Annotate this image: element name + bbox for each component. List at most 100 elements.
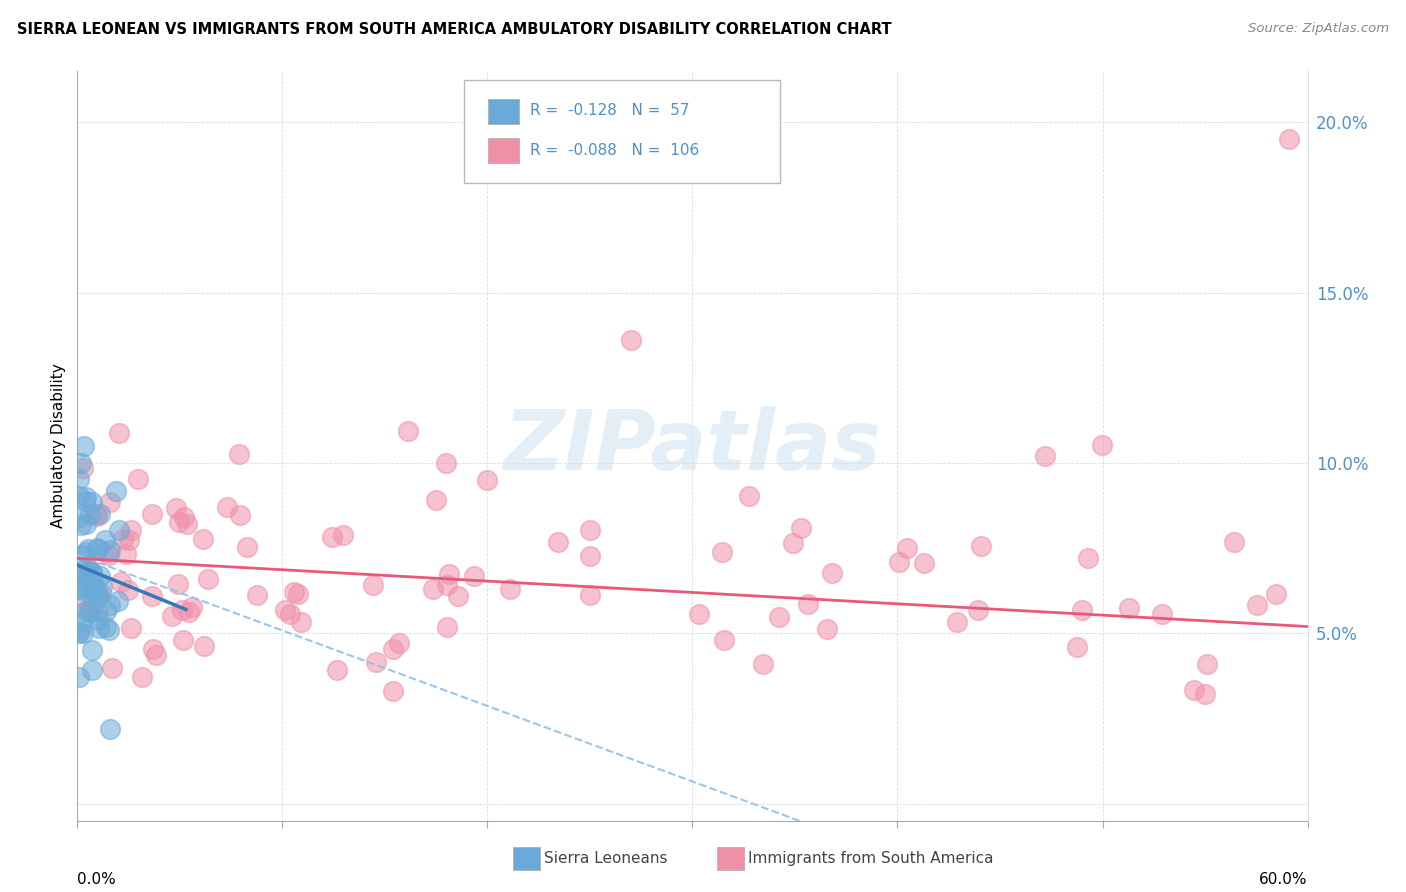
Point [108,523,131,537]
Point [768,610,790,624]
Point [1278,132,1301,146]
Text: Sierra Leoneans: Sierra Leoneans [544,851,668,865]
Point [67,489,90,503]
Text: 60.0%: 60.0% [1260,871,1308,887]
Point [142,642,165,657]
Point [579,588,602,602]
Point [82,580,104,594]
Point [176,516,198,531]
Text: 0.0%: 0.0% [77,871,117,887]
Point [180,600,202,615]
Point [79,604,101,618]
Point [1194,686,1216,700]
Point [290,615,312,629]
Point [173,633,195,648]
Point [89,507,111,521]
Point [87,613,110,627]
Point [89,621,111,635]
Y-axis label: Ambulatory Disability: Ambulatory Disability [51,364,66,528]
Point [94,620,117,634]
Point [80,495,103,509]
Point [118,533,141,547]
Point [437,567,460,582]
Point [274,603,297,617]
Point [713,632,735,647]
Point [170,603,193,617]
Point [821,566,844,581]
Point [246,588,269,602]
Point [321,530,343,544]
Point [228,447,250,461]
Point [120,621,142,635]
Point [499,582,522,597]
Point [84,508,107,522]
Point [76,559,98,574]
Point [579,523,602,537]
Point [114,547,136,561]
Point [912,557,935,571]
Point [236,541,259,555]
Point [98,624,121,638]
Point [82,574,104,588]
Point [72,439,94,453]
Point [547,535,569,549]
Point [120,524,142,538]
Point [79,564,101,578]
Point [436,620,458,634]
Point [80,663,103,677]
Point [463,569,485,583]
Point [896,541,918,555]
Point [112,532,135,546]
Point [98,598,121,612]
Point [110,575,132,590]
Point [75,517,97,532]
Point [326,663,349,677]
Point [76,602,98,616]
Point [107,594,129,608]
Point [579,549,602,563]
Point [1033,449,1056,463]
Point [77,542,100,557]
Point [388,636,411,650]
Point [287,587,309,601]
Point [73,494,96,508]
Point [86,508,108,523]
Text: Source: ZipAtlas.com: Source: ZipAtlas.com [1249,22,1389,36]
Point [67,670,90,684]
Text: R =  -0.088   N =  106: R = -0.088 N = 106 [530,143,699,158]
Point [1118,600,1140,615]
Point [75,594,97,608]
Point [688,607,710,621]
Point [77,605,100,619]
Point [790,520,813,534]
Point [90,586,112,600]
Point [283,585,305,599]
Point [1066,640,1088,654]
Point [165,500,187,515]
Point [197,572,219,586]
Text: Immigrants from South America: Immigrants from South America [748,851,994,865]
Point [67,581,90,595]
Point [67,624,90,638]
Point [167,515,190,529]
Point [364,655,387,669]
Point [94,533,117,547]
Point [1264,587,1286,601]
Point [815,622,838,636]
Point [75,544,97,558]
Point [90,580,112,594]
Point [422,582,444,596]
Point [191,532,214,546]
Point [215,500,238,514]
Point [96,545,118,559]
Point [229,508,252,523]
Point [782,536,804,550]
Point [86,541,108,556]
Point [889,555,911,569]
Point [1246,598,1268,612]
Point [83,580,105,594]
Point [382,684,405,698]
Point [425,493,447,508]
Text: R =  -0.128   N =  57: R = -0.128 N = 57 [530,103,689,119]
Point [67,472,90,486]
